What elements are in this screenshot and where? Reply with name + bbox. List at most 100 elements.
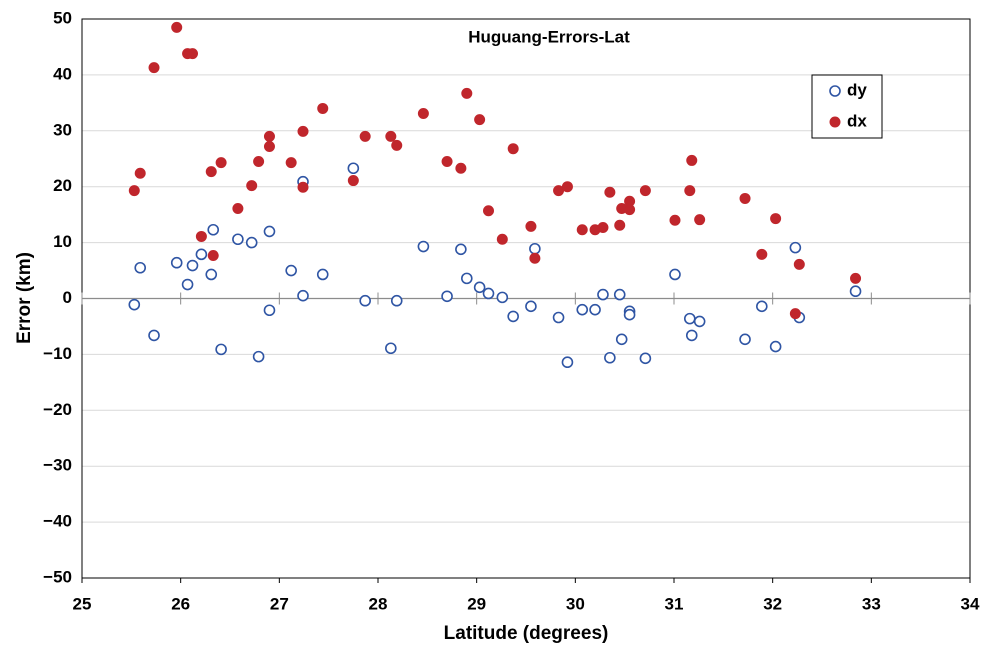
point <box>207 249 219 261</box>
point <box>263 304 276 317</box>
point <box>148 329 160 342</box>
point <box>525 220 537 232</box>
point <box>597 222 609 234</box>
point <box>561 356 574 369</box>
y-tick-label: −30 <box>43 456 72 475</box>
point <box>195 230 207 242</box>
point <box>441 290 453 303</box>
legend-label: dy <box>847 80 867 99</box>
point <box>739 192 751 204</box>
x-tick-label: 33 <box>862 594 881 613</box>
point <box>507 310 519 323</box>
point <box>461 87 473 99</box>
point <box>789 308 801 320</box>
point <box>245 236 258 249</box>
point <box>347 175 359 187</box>
point <box>317 102 329 114</box>
legend-label: dx <box>847 111 867 130</box>
point <box>134 261 147 274</box>
legend-marker <box>829 116 841 128</box>
point <box>604 351 616 364</box>
point <box>623 308 636 321</box>
point <box>770 213 782 225</box>
x-tick-label: 31 <box>665 594 684 613</box>
point <box>455 162 467 174</box>
y-tick-label: 50 <box>53 8 72 27</box>
legend-box <box>811 74 883 139</box>
point <box>359 130 371 142</box>
y-axis-label: Error (km) <box>14 252 35 344</box>
point <box>507 143 519 155</box>
point <box>683 312 696 325</box>
point <box>390 294 403 307</box>
point <box>684 185 696 197</box>
point <box>624 204 636 216</box>
point <box>263 130 275 142</box>
point <box>232 233 244 246</box>
point <box>639 352 652 365</box>
point <box>482 287 495 300</box>
y-tick-label: 30 <box>53 120 72 139</box>
point <box>205 166 217 178</box>
point <box>263 225 276 238</box>
point <box>128 298 141 311</box>
point <box>128 185 140 197</box>
point <box>460 272 473 285</box>
y-tick-label: 20 <box>53 176 72 195</box>
y-tick-label: −50 <box>43 567 72 586</box>
point <box>232 203 244 215</box>
point <box>391 139 403 151</box>
point <box>385 342 397 355</box>
point <box>246 180 258 192</box>
point <box>455 243 467 256</box>
point <box>614 219 626 231</box>
point <box>171 21 183 33</box>
legend: dy dx <box>811 74 883 139</box>
point <box>525 300 537 313</box>
point <box>613 288 626 301</box>
point <box>639 185 651 197</box>
point <box>604 186 616 198</box>
point <box>297 289 309 302</box>
chart-title: Huguang-Errors-Lat <box>468 27 630 46</box>
point <box>187 48 199 60</box>
point <box>597 288 609 301</box>
point <box>561 181 573 193</box>
y-tick-label: 40 <box>53 64 72 83</box>
point <box>474 114 486 126</box>
y-tick-label: 0 <box>63 288 72 307</box>
point <box>529 242 541 255</box>
point <box>693 315 706 328</box>
point <box>793 258 805 270</box>
point <box>205 268 218 281</box>
point <box>669 268 681 281</box>
point <box>850 272 862 284</box>
point <box>215 343 227 356</box>
point <box>316 268 329 281</box>
point <box>170 256 183 269</box>
point <box>252 350 265 363</box>
x-tick-label: 27 <box>270 594 289 613</box>
point <box>694 214 706 226</box>
point <box>263 140 275 152</box>
point <box>148 62 160 74</box>
point <box>359 294 371 307</box>
x-tick-label: 32 <box>763 594 782 613</box>
y-tick-label: 10 <box>53 232 72 251</box>
point <box>589 303 601 316</box>
y-tick-label: −20 <box>43 400 72 419</box>
point <box>669 214 681 226</box>
x-tick-label: 25 <box>73 594 92 613</box>
point <box>385 130 397 142</box>
point <box>253 156 265 168</box>
point <box>134 167 146 179</box>
point <box>739 333 751 346</box>
point <box>186 259 199 272</box>
point <box>576 303 589 316</box>
point <box>285 157 297 169</box>
point <box>473 281 486 294</box>
point <box>417 240 430 253</box>
point <box>685 329 698 342</box>
point <box>769 340 782 353</box>
